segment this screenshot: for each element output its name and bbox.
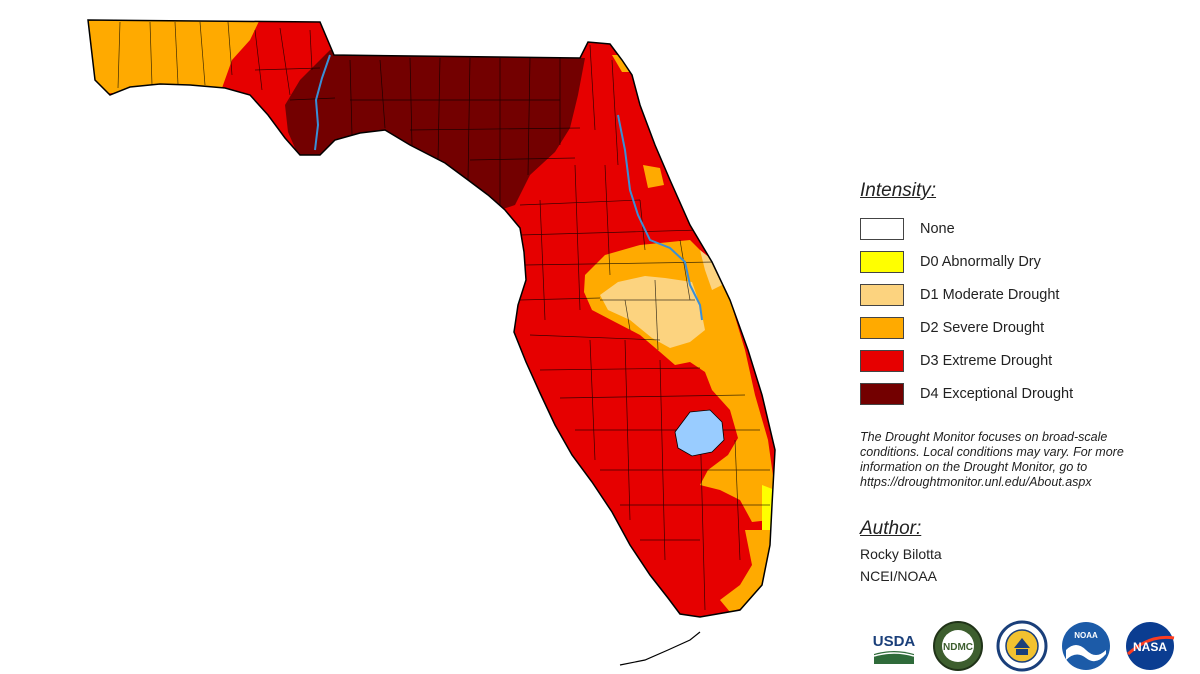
region-d2-ne-small: [643, 165, 664, 188]
drought-monitor-note: The Drought Monitor focuses on broad-sca…: [860, 430, 1190, 490]
region-d1-moderate: [600, 276, 705, 348]
florida-outline: [87, 19, 776, 618]
note-line: The Drought Monitor focuses on broad-sca…: [860, 430, 1108, 444]
ndmc-text: NDMC: [943, 642, 973, 653]
note-url: https://droughtmonitor.unl.edu/About.asp…: [860, 475, 1092, 489]
legend-title: Intensity:: [860, 180, 937, 201]
legend-label: D0 Abnormally Dry: [920, 253, 1041, 270]
legend-label: D1 Moderate Drought: [920, 286, 1060, 303]
apalachicola-river: [314, 54, 331, 151]
nasa-text: NASA: [1133, 640, 1167, 654]
drought-map: [87, 19, 776, 666]
author-title: Author:: [860, 518, 922, 539]
author-name: Rocky Bilotta: [860, 546, 942, 562]
legend-item-none: None: [860, 212, 1190, 245]
legend-label: D3 Extreme Drought: [920, 352, 1053, 369]
legend-swatch: [860, 250, 904, 273]
st-johns-river: [617, 114, 703, 321]
florida-keys: [619, 631, 701, 666]
legend-item-d1: D1 Moderate Drought: [860, 278, 1190, 311]
usda-logo: USDA: [873, 633, 916, 664]
legend: Intensity: None D0 Abnormally Dry D1 Mod…: [860, 180, 1190, 584]
legend-label: D4 Exceptional Drought: [920, 385, 1074, 402]
legend-item-d0: D0 Abnormally Dry: [860, 245, 1190, 278]
region-d2-panhandle: [88, 20, 262, 95]
county-lines: [117, 21, 770, 611]
doc-seal-logo: [996, 620, 1048, 672]
ndmc-logo: NDMC: [933, 621, 983, 671]
legend-item-d3: D3 Extreme Drought: [860, 344, 1190, 377]
legend-swatch: [860, 316, 904, 339]
legend-label: None: [920, 220, 955, 237]
author-org: NCEI/NOAA: [860, 568, 938, 584]
noaa-logo: NOAA: [1062, 622, 1110, 670]
region-d1-coast: [700, 250, 722, 290]
legend-swatch: [860, 349, 904, 372]
agency-logos: USDA NDMC NOAA NASA: [868, 620, 1198, 672]
nasa-logo: NASA: [1126, 622, 1175, 670]
lake-okeechobee: [674, 409, 725, 457]
note-line: conditions. Local conditions may vary. F…: [860, 445, 1124, 459]
florida-land: [88, 20, 775, 617]
legend-item-d2: D2 Severe Drought: [860, 311, 1190, 344]
usda-text: USDA: [873, 633, 916, 650]
legend-swatch: [860, 382, 904, 405]
note-line: information on the Drought Monitor, go t…: [860, 460, 1088, 474]
legend-swatch: [860, 217, 904, 240]
noaa-text: NOAA: [1074, 631, 1098, 640]
legend-swatch: [860, 283, 904, 306]
legend-label: D2 Severe Drought: [920, 319, 1045, 336]
legend-item-d4: D4 Exceptional Drought: [860, 377, 1190, 410]
